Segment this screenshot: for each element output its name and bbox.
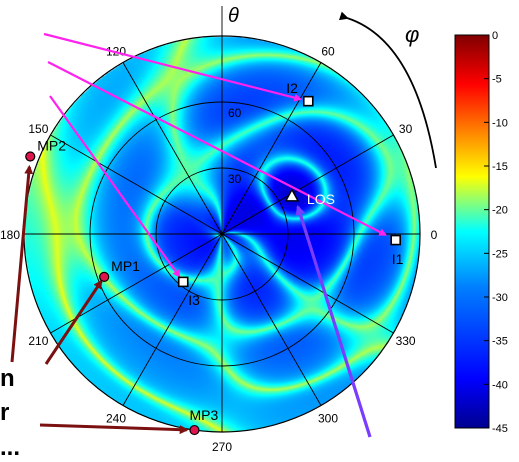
image-arrow bbox=[43, 32, 303, 102]
multipath-marker bbox=[25, 151, 36, 162]
marker-label: MP2 bbox=[37, 138, 66, 154]
marker-label: I3 bbox=[188, 292, 200, 308]
phi-tick-label: 300 bbox=[318, 412, 338, 426]
spoke-line bbox=[50, 134, 223, 235]
image-arrow bbox=[49, 95, 181, 278]
image-marker bbox=[177, 276, 189, 288]
partial-left-text: nr... bbox=[0, 365, 20, 461]
colorbar-tick-label: 0 bbox=[492, 30, 498, 42]
marker-label: I2 bbox=[286, 80, 298, 96]
multipath-arrow bbox=[44, 279, 103, 365]
colorbar-tick-label: -15 bbox=[492, 161, 508, 173]
partial-text-line: ... bbox=[0, 434, 20, 457]
marker-label: MP3 bbox=[189, 407, 218, 423]
marker-label: LOS bbox=[307, 191, 335, 207]
theta-axis-label: θ bbox=[228, 5, 239, 27]
image-marker bbox=[390, 234, 401, 246]
multipath-marker bbox=[99, 271, 110, 282]
multipath-arrow bbox=[39, 423, 189, 435]
radial-tick-label: 60 bbox=[228, 106, 242, 120]
colorbar-tick-label: -10 bbox=[492, 117, 508, 129]
colorbar-tick-label: -30 bbox=[492, 292, 508, 304]
phi-tick-label: 210 bbox=[28, 334, 48, 348]
annotation-arrows bbox=[10, 32, 388, 438]
colorbar-tick-label: -35 bbox=[492, 336, 508, 348]
colorbar-tick-label: -40 bbox=[492, 379, 508, 391]
los-marker bbox=[284, 188, 300, 202]
marker-label: MP1 bbox=[111, 258, 140, 274]
markers: I2 I1 I3 LOS MP1 MP2 MP3 bbox=[25, 80, 404, 436]
phi-tick-label: 270 bbox=[212, 440, 232, 454]
colorbar-tick-label: -20 bbox=[492, 205, 508, 217]
colorbar-tick-label: -25 bbox=[492, 248, 508, 260]
colorbar-tick-label: -5 bbox=[492, 74, 502, 86]
phi-tick-label: 180 bbox=[0, 228, 20, 242]
image-marker bbox=[302, 95, 314, 107]
tick-labels: 030601201501802102402703003303060 bbox=[0, 44, 438, 454]
phi-tick-label: 0 bbox=[431, 228, 438, 242]
phi-tick-label: 240 bbox=[106, 412, 126, 426]
phi-tick-label: 30 bbox=[399, 122, 413, 136]
image-arrow bbox=[47, 61, 388, 236]
marker-label: I1 bbox=[392, 251, 404, 267]
partial-text-line: r bbox=[0, 399, 9, 426]
spoke-line bbox=[221, 62, 322, 235]
multipath-marker bbox=[189, 424, 200, 436]
colorbar-ticks: 0 -5 -10 -15 -20 -25 -30 -35 -40 -45 bbox=[484, 30, 508, 435]
radial-tick-label: 30 bbox=[228, 172, 242, 186]
phi-tick-label: 150 bbox=[28, 122, 48, 136]
spoke-line bbox=[122, 62, 223, 235]
los-arrow bbox=[295, 204, 372, 438]
phi-tick-label: 330 bbox=[396, 334, 416, 348]
phi-tick-label: 60 bbox=[321, 44, 335, 58]
colorbar-tick-label: -45 bbox=[492, 423, 508, 435]
multipath-arrow bbox=[10, 164, 34, 363]
phi-axis-label: φ bbox=[405, 22, 419, 47]
spoke-line bbox=[221, 233, 322, 406]
spoke-line bbox=[221, 134, 394, 235]
colorbar-gradient bbox=[454, 34, 490, 429]
rotation-arrow bbox=[338, 11, 437, 169]
colorbar: 0 -5 -10 -15 -20 -25 -30 -35 -40 -45 bbox=[454, 30, 508, 435]
spoke-line bbox=[221, 233, 394, 334]
partial-text-line: n bbox=[0, 365, 15, 392]
spoke-line bbox=[122, 233, 223, 406]
